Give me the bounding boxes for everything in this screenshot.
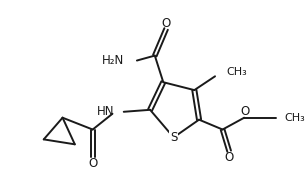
Text: O: O: [88, 157, 97, 170]
Text: H₂N: H₂N: [102, 54, 124, 67]
Text: S: S: [170, 131, 177, 144]
Text: CH₃: CH₃: [226, 67, 247, 77]
Text: O: O: [241, 105, 250, 118]
Text: O: O: [161, 16, 171, 29]
Text: HN: HN: [97, 105, 114, 118]
Text: CH₃: CH₃: [285, 113, 306, 123]
Text: O: O: [225, 151, 234, 164]
